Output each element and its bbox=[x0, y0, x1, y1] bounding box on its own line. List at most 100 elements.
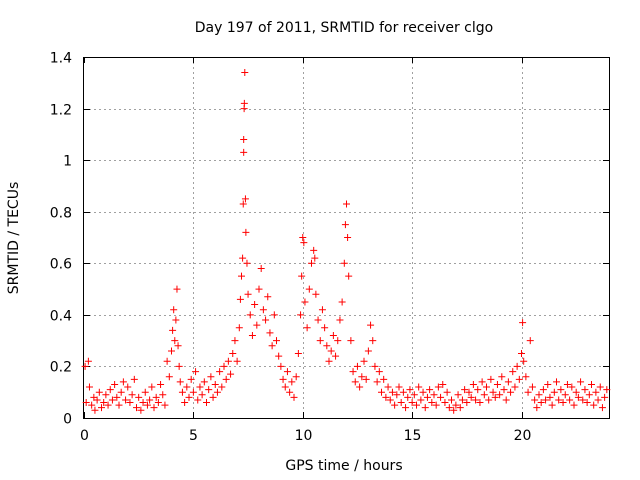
data-point bbox=[240, 136, 248, 144]
data-point bbox=[572, 388, 580, 396]
data-point bbox=[349, 368, 357, 376]
data-point bbox=[189, 388, 197, 396]
x-tick-label: 10 bbox=[295, 428, 313, 444]
data-point bbox=[472, 396, 480, 404]
data-point bbox=[570, 401, 578, 409]
data-point bbox=[283, 368, 291, 376]
data-point bbox=[216, 368, 224, 376]
data-point bbox=[493, 380, 501, 388]
data-point bbox=[152, 393, 160, 401]
data-point bbox=[515, 375, 523, 383]
data-point bbox=[441, 399, 449, 407]
data-points bbox=[81, 68, 611, 414]
data-point bbox=[585, 391, 593, 399]
data-point bbox=[229, 350, 237, 358]
data-point bbox=[343, 200, 350, 208]
data-point bbox=[141, 388, 149, 396]
data-point bbox=[450, 406, 458, 414]
data-point bbox=[236, 295, 244, 303]
data-point bbox=[257, 264, 265, 272]
data-point bbox=[548, 401, 556, 409]
data-point bbox=[165, 373, 173, 381]
data-point bbox=[130, 375, 138, 383]
data-point bbox=[406, 386, 414, 394]
data-point bbox=[592, 388, 600, 396]
data-point bbox=[428, 399, 436, 407]
x-axis-label: GPS time / hours bbox=[285, 458, 402, 474]
data-point bbox=[338, 298, 346, 306]
data-point bbox=[200, 378, 208, 386]
data-point bbox=[298, 272, 306, 280]
data-point bbox=[588, 380, 595, 388]
data-point bbox=[399, 388, 407, 396]
data-point bbox=[241, 68, 249, 76]
data-point bbox=[115, 401, 123, 409]
data-point bbox=[351, 378, 359, 386]
data-point bbox=[157, 380, 165, 388]
data-point bbox=[119, 378, 127, 386]
data-point bbox=[474, 386, 482, 394]
data-point bbox=[240, 148, 248, 156]
data-point bbox=[248, 331, 256, 339]
data-point bbox=[124, 383, 132, 391]
data-point bbox=[211, 380, 219, 388]
data-point bbox=[82, 399, 90, 407]
data-point bbox=[98, 404, 105, 412]
y-tick-label: 1 bbox=[63, 154, 72, 170]
data-point bbox=[209, 393, 217, 401]
data-point bbox=[598, 404, 606, 412]
data-point bbox=[104, 401, 112, 409]
data-point bbox=[253, 321, 261, 329]
data-point bbox=[203, 399, 210, 407]
data-point bbox=[452, 401, 460, 409]
y-tick-label: 0.2 bbox=[50, 360, 72, 376]
data-point bbox=[102, 391, 110, 399]
data-point bbox=[327, 347, 335, 355]
data-point bbox=[297, 311, 305, 319]
data-point bbox=[557, 386, 565, 394]
data-point bbox=[176, 378, 184, 386]
data-point bbox=[316, 337, 324, 345]
data-point bbox=[113, 393, 121, 401]
data-point bbox=[246, 311, 254, 319]
data-point bbox=[266, 329, 274, 337]
data-point bbox=[220, 362, 228, 370]
data-point bbox=[563, 380, 571, 388]
x-tick-label: 0 bbox=[80, 428, 89, 444]
data-point bbox=[264, 293, 272, 301]
data-point bbox=[224, 357, 232, 365]
data-point bbox=[581, 386, 589, 394]
data-point bbox=[518, 350, 525, 358]
data-point bbox=[522, 373, 530, 381]
data-point bbox=[568, 383, 576, 391]
data-point bbox=[542, 396, 550, 404]
data-point bbox=[251, 301, 259, 309]
data-point bbox=[233, 357, 241, 365]
data-point bbox=[292, 373, 300, 381]
data-point bbox=[310, 246, 318, 254]
data-point bbox=[553, 378, 560, 386]
data-point bbox=[148, 383, 156, 391]
data-point bbox=[301, 298, 309, 306]
data-point bbox=[367, 321, 375, 329]
data-point bbox=[507, 388, 515, 396]
data-point bbox=[550, 388, 558, 396]
data-point bbox=[340, 259, 348, 267]
data-point bbox=[590, 401, 598, 409]
data-point bbox=[535, 391, 543, 399]
data-point bbox=[143, 401, 151, 409]
data-point bbox=[402, 404, 410, 412]
data-point bbox=[174, 342, 182, 350]
data-point bbox=[413, 401, 420, 409]
data-point bbox=[404, 393, 412, 401]
data-point bbox=[137, 406, 145, 414]
data-point bbox=[187, 375, 195, 383]
data-point bbox=[241, 195, 249, 203]
data-point bbox=[417, 396, 425, 404]
data-point bbox=[240, 99, 248, 107]
data-point bbox=[362, 375, 370, 383]
data-point bbox=[487, 375, 495, 383]
data-point bbox=[380, 375, 388, 383]
data-point bbox=[268, 342, 276, 350]
